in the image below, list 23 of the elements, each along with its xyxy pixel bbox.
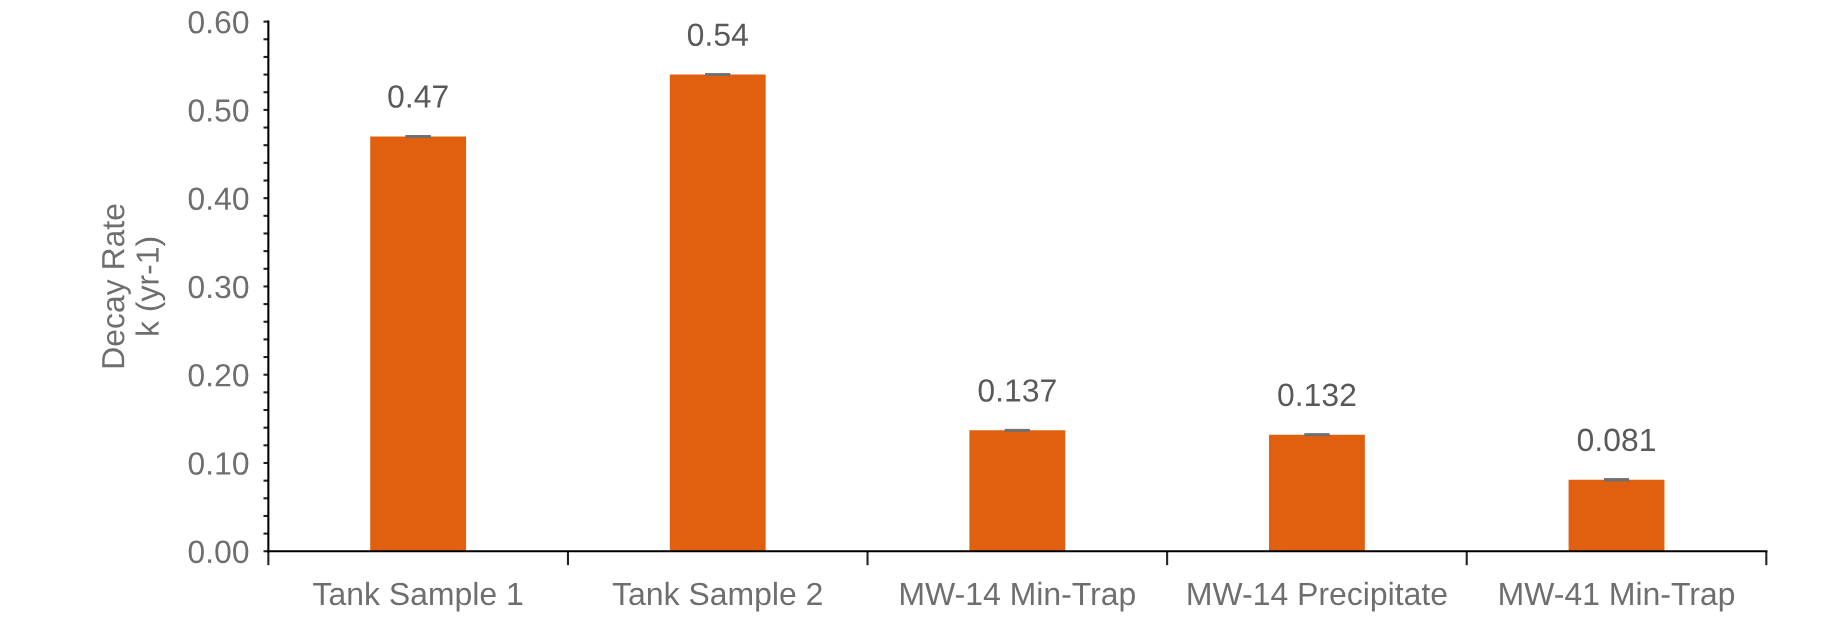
x-tick-label: MW-41 Min-Trap (1500, 581, 1735, 612)
y-tick-label: 0.50 (188, 99, 249, 122)
bar (1268, 434, 1365, 552)
bar (1568, 479, 1665, 552)
y-tick-label: 0.40 (188, 187, 249, 211)
y-tick-label: 0.30 (188, 275, 249, 299)
data-label: 0.47 (388, 85, 448, 108)
data-label: 0.132 (1278, 383, 1356, 407)
y-tick-label: 0.00 (188, 540, 249, 564)
data-label: 0.137 (978, 379, 1056, 402)
y-tick-label: 0.60 (188, 10, 249, 34)
bar (669, 74, 766, 552)
data-label: 0.081 (1577, 428, 1655, 452)
x-tick-label: Tank Sample 2 (612, 581, 822, 612)
x-tick-label: MW-14 Min-Trap (901, 581, 1135, 612)
bar (969, 430, 1066, 552)
y-tick-label: 0.20 (188, 363, 249, 387)
y-tick-label: 0.10 (188, 452, 249, 475)
x-tick-label: MW-14 Precipitate (1188, 581, 1447, 612)
x-tick-label: Tank Sample 1 (313, 581, 523, 612)
y-axis-title: Decay Rate k (yr-1) (102, 204, 166, 368)
data-label: 0.54 (687, 23, 748, 47)
bar (370, 136, 467, 552)
